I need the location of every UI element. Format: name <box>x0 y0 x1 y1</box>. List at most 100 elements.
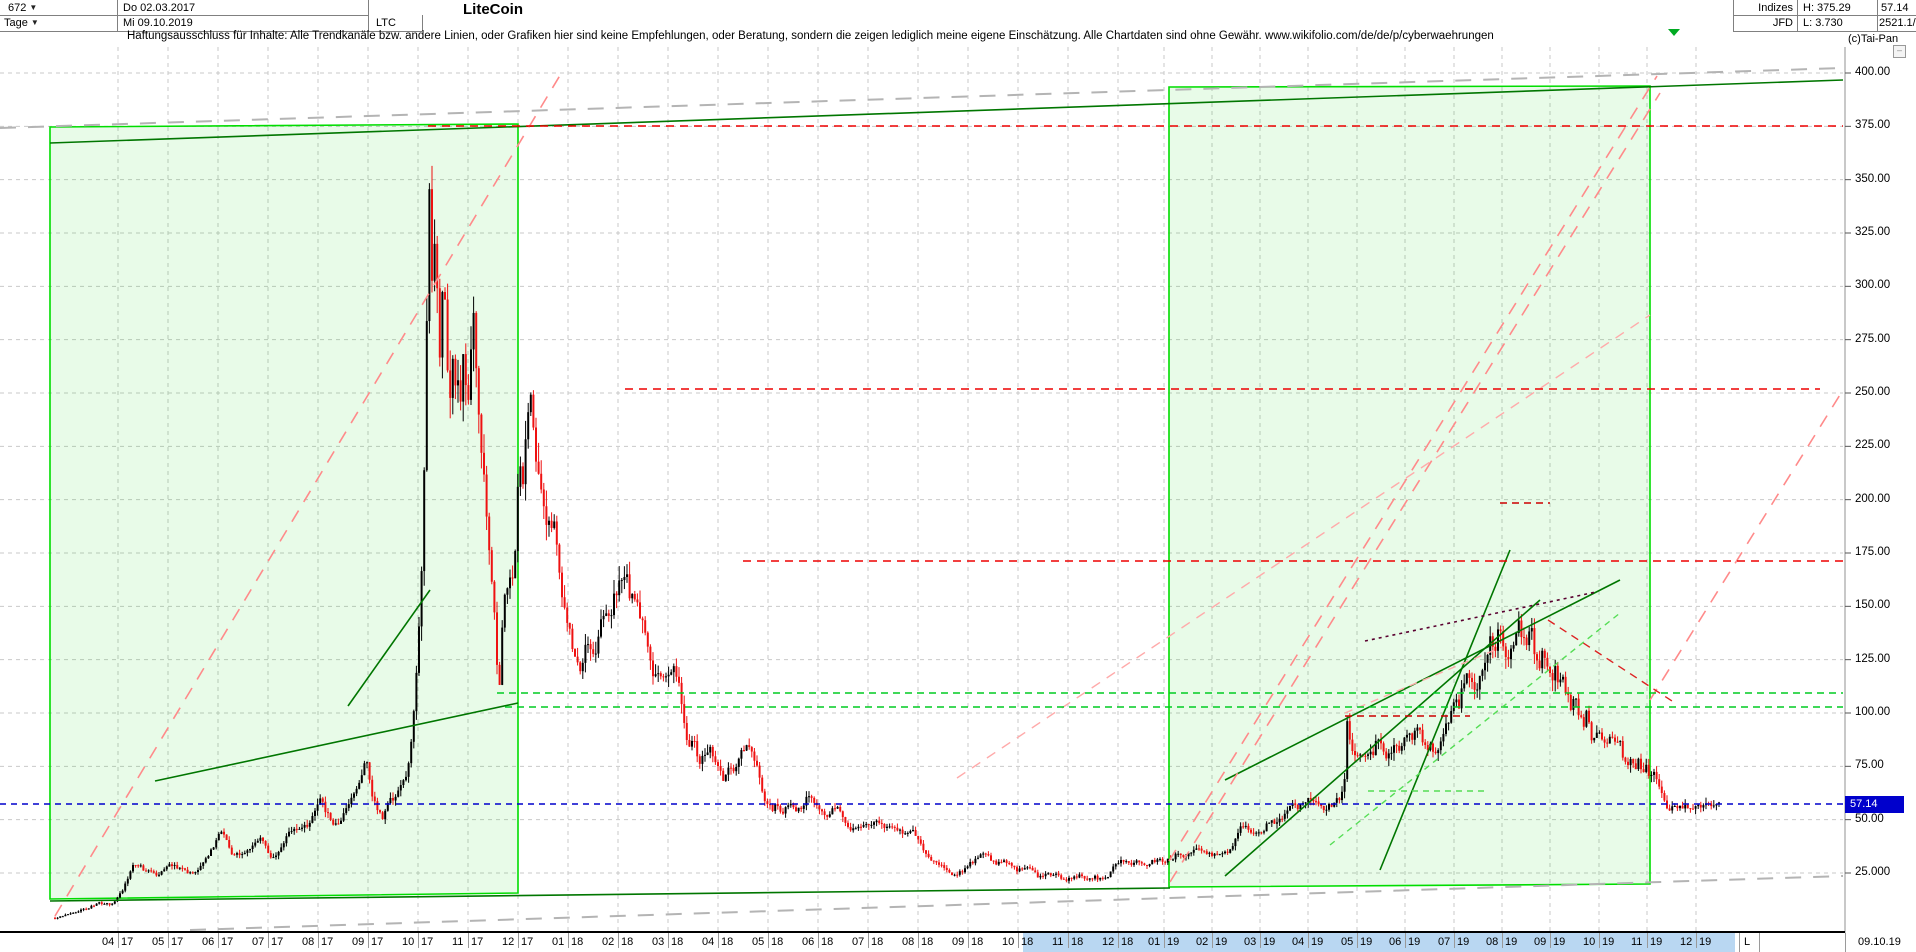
candle-body <box>1023 868 1026 870</box>
candle-body <box>451 358 454 398</box>
candle-body <box>457 380 459 386</box>
year-label: 18 <box>921 936 934 948</box>
candle-body <box>106 903 108 905</box>
chevron-down-icon: ▼ <box>29 3 38 12</box>
month-label: 07 <box>1438 936 1451 948</box>
month-label: 11 <box>452 936 464 948</box>
volume-label: 2521.1/54 <box>1879 17 1916 29</box>
trendline <box>1169 92 1661 883</box>
candle-body <box>407 763 410 777</box>
candle-body <box>862 825 865 827</box>
candle-body <box>1668 808 1671 811</box>
month-tick <box>1647 933 1648 948</box>
candle-body <box>467 385 470 400</box>
candle-body <box>1174 853 1177 860</box>
candle-body <box>220 831 223 834</box>
candle-body <box>1005 860 1008 864</box>
candle-body <box>1673 805 1676 807</box>
candle-body <box>665 676 667 678</box>
candle-body <box>129 871 132 879</box>
candle-body <box>1676 805 1679 809</box>
time-axis[interactable]: 04 17 05 17 06 17 07 17 08 17 09 17 10 17 11 17 12 17 01 18… <box>0 933 1916 952</box>
candle-body <box>1099 877 1102 880</box>
candle-body <box>1221 853 1224 855</box>
candle-body <box>1393 745 1395 753</box>
candle-body <box>381 812 384 820</box>
year-label: 18 <box>871 936 884 948</box>
candle-body <box>683 704 686 723</box>
year-label: 18 <box>1021 936 1034 948</box>
candle-body <box>1198 848 1200 850</box>
candle-body <box>1497 629 1499 651</box>
candle-body <box>984 853 987 855</box>
candle-body <box>1533 628 1536 655</box>
candle-body <box>1029 867 1031 869</box>
candle-body <box>371 779 374 797</box>
candle-body <box>891 826 894 828</box>
year-label: 17 <box>271 936 284 948</box>
candle-body <box>446 299 449 371</box>
bars-count-dropdown[interactable]: 672 ▼ <box>8 2 37 14</box>
month-tick <box>1308 933 1309 948</box>
candle-body <box>1450 710 1453 723</box>
candle-body <box>1052 874 1055 876</box>
candle-body <box>353 793 355 798</box>
candle-body <box>644 620 647 633</box>
candle-body <box>1458 699 1460 709</box>
candle-body <box>992 860 995 862</box>
candle-body <box>730 767 732 769</box>
candle-body <box>311 815 314 823</box>
candle-body <box>1083 876 1086 879</box>
price-axis-label: 400.00 <box>1855 66 1891 78</box>
candle-body <box>626 574 628 577</box>
candle-body <box>285 836 288 844</box>
year-label: 19 <box>1650 936 1663 948</box>
candle-body <box>1398 745 1401 751</box>
candle-body <box>787 805 790 808</box>
candle-body <box>1528 631 1531 646</box>
candle-body <box>332 819 335 825</box>
candle-body <box>314 810 316 816</box>
trendline <box>54 71 563 917</box>
candle-body <box>264 840 267 846</box>
candle-body <box>527 412 530 440</box>
candle-body <box>1286 810 1289 814</box>
candle-body <box>212 847 215 850</box>
candle-body <box>1567 693 1570 696</box>
candle-body <box>1260 832 1263 834</box>
candle-body <box>267 845 270 854</box>
candle-body <box>1645 764 1648 773</box>
candle-body <box>241 854 244 856</box>
candle-body <box>165 866 168 870</box>
candle-body <box>282 843 285 848</box>
copyright-label: (c)Tai-Pan <box>1848 33 1899 45</box>
month-label: 12 <box>1680 936 1693 948</box>
candle-body <box>888 826 891 828</box>
year-label: 17 <box>221 936 234 948</box>
candle-body <box>363 763 366 776</box>
candle-body <box>1351 739 1354 751</box>
month-label: 06 <box>202 936 215 948</box>
candle-body <box>1159 858 1161 860</box>
timeframe-dropdown[interactable]: Tage ▼ <box>4 17 39 29</box>
candle-body <box>761 777 764 792</box>
candle-body <box>1096 875 1099 880</box>
candle-body <box>178 867 181 869</box>
candle-body <box>1647 764 1650 776</box>
candle-body <box>480 414 483 453</box>
candle-body <box>1057 873 1060 876</box>
candle-body <box>919 839 922 844</box>
candle-body <box>1068 877 1070 881</box>
candle-body <box>813 797 816 803</box>
candle-body <box>1312 799 1315 802</box>
candle-body <box>160 871 163 875</box>
year-label: 18 <box>621 936 634 948</box>
candle-body <box>243 852 246 855</box>
minimize-panel-button[interactable]: – <box>1893 45 1906 58</box>
month-label: 08 <box>1486 936 1499 948</box>
year-label: 17 <box>421 936 434 948</box>
candle-body <box>854 828 857 830</box>
candle-body <box>1387 753 1390 759</box>
candle-body <box>914 829 917 836</box>
